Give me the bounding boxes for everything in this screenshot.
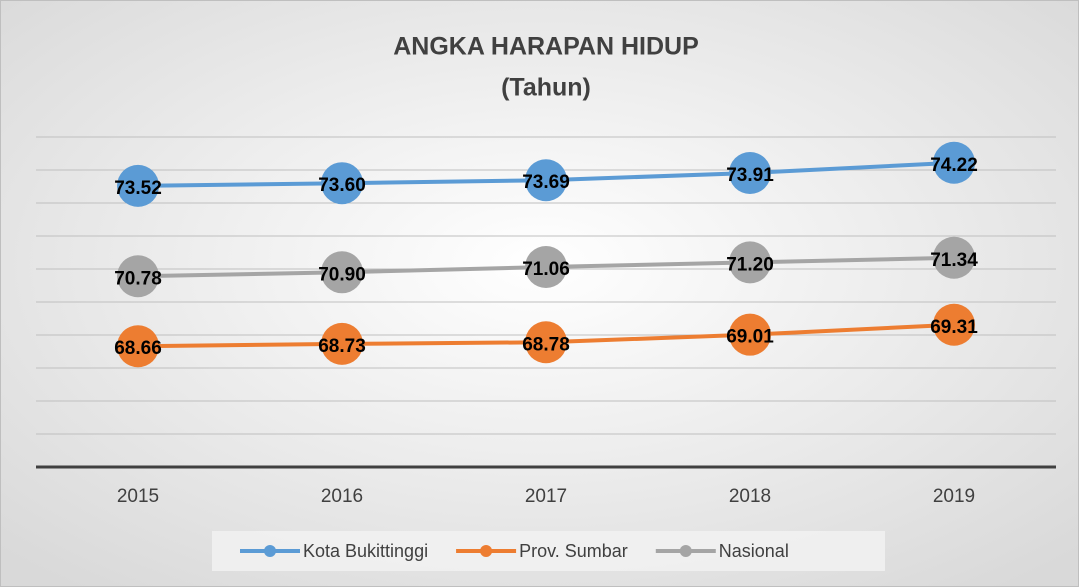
data-point: [729, 313, 771, 356]
data-label: 71.20: [726, 254, 774, 275]
data-label: 71.34: [930, 250, 978, 271]
data-point: [933, 236, 975, 279]
data-point: [117, 255, 159, 298]
legend-box: [212, 531, 885, 571]
legend-label: Kota Bukittinggi: [303, 541, 428, 561]
data-label: 71.06: [522, 259, 570, 280]
data-label: 68.73: [318, 336, 366, 357]
data-label: 70.78: [114, 268, 162, 289]
chart-title: ANGKA HARAPAN HIDUP: [393, 33, 699, 61]
data-label: 68.66: [114, 338, 162, 359]
data-point: [525, 159, 567, 202]
data-label: 70.90: [318, 264, 366, 285]
legend-marker: [264, 545, 276, 557]
data-point: [117, 325, 159, 368]
data-point: [729, 151, 771, 194]
data-label: 69.01: [726, 327, 774, 348]
data-label: 73.52: [114, 178, 162, 199]
legend-label: Prov. Sumbar: [519, 541, 628, 561]
data-label: 73.60: [318, 175, 366, 196]
data-point: [933, 303, 975, 346]
legend-label: Nasional: [719, 541, 789, 561]
data-point: [117, 164, 159, 207]
x-tick-label: 2019: [933, 486, 975, 507]
data-label: 68.78: [522, 334, 570, 355]
chart-subtitle: (Tahun): [501, 74, 591, 102]
data-label: 73.69: [522, 172, 570, 193]
legend-marker: [480, 545, 493, 557]
data-point: [525, 321, 567, 364]
x-tick-label: 2017: [525, 486, 567, 507]
legend-marker: [679, 545, 692, 557]
x-tick-label: 2018: [729, 486, 771, 507]
x-tick-label: 2016: [321, 486, 363, 507]
data-label: 69.31: [930, 317, 978, 338]
x-tick-label: 2015: [117, 486, 159, 507]
data-point: [729, 241, 771, 284]
data-point: [321, 251, 363, 294]
data-point: [525, 246, 567, 289]
data-point: [321, 162, 363, 205]
data-point: [933, 141, 975, 184]
data-label: 74.22: [930, 155, 978, 176]
data-label: 73.91: [726, 165, 774, 186]
data-point: [321, 322, 363, 365]
